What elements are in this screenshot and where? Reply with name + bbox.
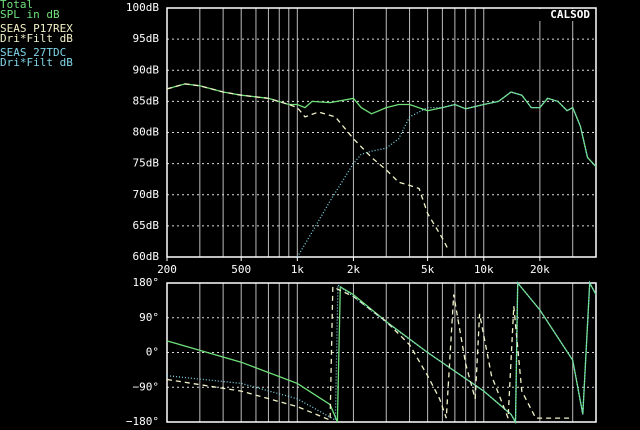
- y-tick-label: 100dB: [126, 1, 159, 14]
- y-tick-label: 0°: [146, 346, 159, 359]
- legend-entry: SEAS 27TDC Dri*Filt dB: [0, 46, 73, 69]
- annotation: CALSOD: [550, 8, 590, 21]
- legend-entry: SEAS P17REX Dri*Filt dB: [0, 22, 73, 45]
- x-tick-label: 200: [157, 263, 177, 276]
- series-line: [166, 280, 597, 425]
- legend: Total SPL in dB SEAS P17REX Dri*Filt dB SE…: [0, 0, 73, 72]
- x-tick-label: 1k: [291, 263, 305, 276]
- y-tick-label: 60dB: [133, 250, 160, 263]
- y-tick-label: 90°: [139, 311, 159, 324]
- plot-frame: [166, 282, 597, 423]
- y-tick-label: −180°: [126, 415, 159, 428]
- y-tick-label: 95dB: [133, 32, 160, 45]
- series-line: [296, 91, 597, 258]
- x-tick-label: 10k: [474, 263, 494, 276]
- y-tick-label: 75dB: [133, 157, 160, 170]
- y-tick-label: −90°: [133, 380, 160, 393]
- series-line: [166, 285, 573, 422]
- y-tick-label: 85dB: [133, 94, 160, 107]
- x-tick-label: 5k: [421, 263, 435, 276]
- y-tick-label: 80dB: [133, 126, 160, 139]
- y-tick-label: 180°: [133, 276, 160, 289]
- y-tick-label: 70dB: [133, 188, 160, 201]
- x-tick-label: 2k: [347, 263, 361, 276]
- legend-entry: Total SPL in dB: [0, 0, 60, 21]
- series-line: [166, 83, 597, 168]
- series-line: [166, 83, 450, 252]
- y-tick-label: 65dB: [133, 219, 160, 232]
- x-tick-label: 500: [231, 263, 251, 276]
- x-tick-label: 20k: [530, 263, 550, 276]
- series-line: [166, 280, 597, 425]
- annotation-bg: [534, 9, 592, 21]
- plot-frame: [166, 7, 597, 258]
- y-tick-label: 90dB: [133, 63, 160, 76]
